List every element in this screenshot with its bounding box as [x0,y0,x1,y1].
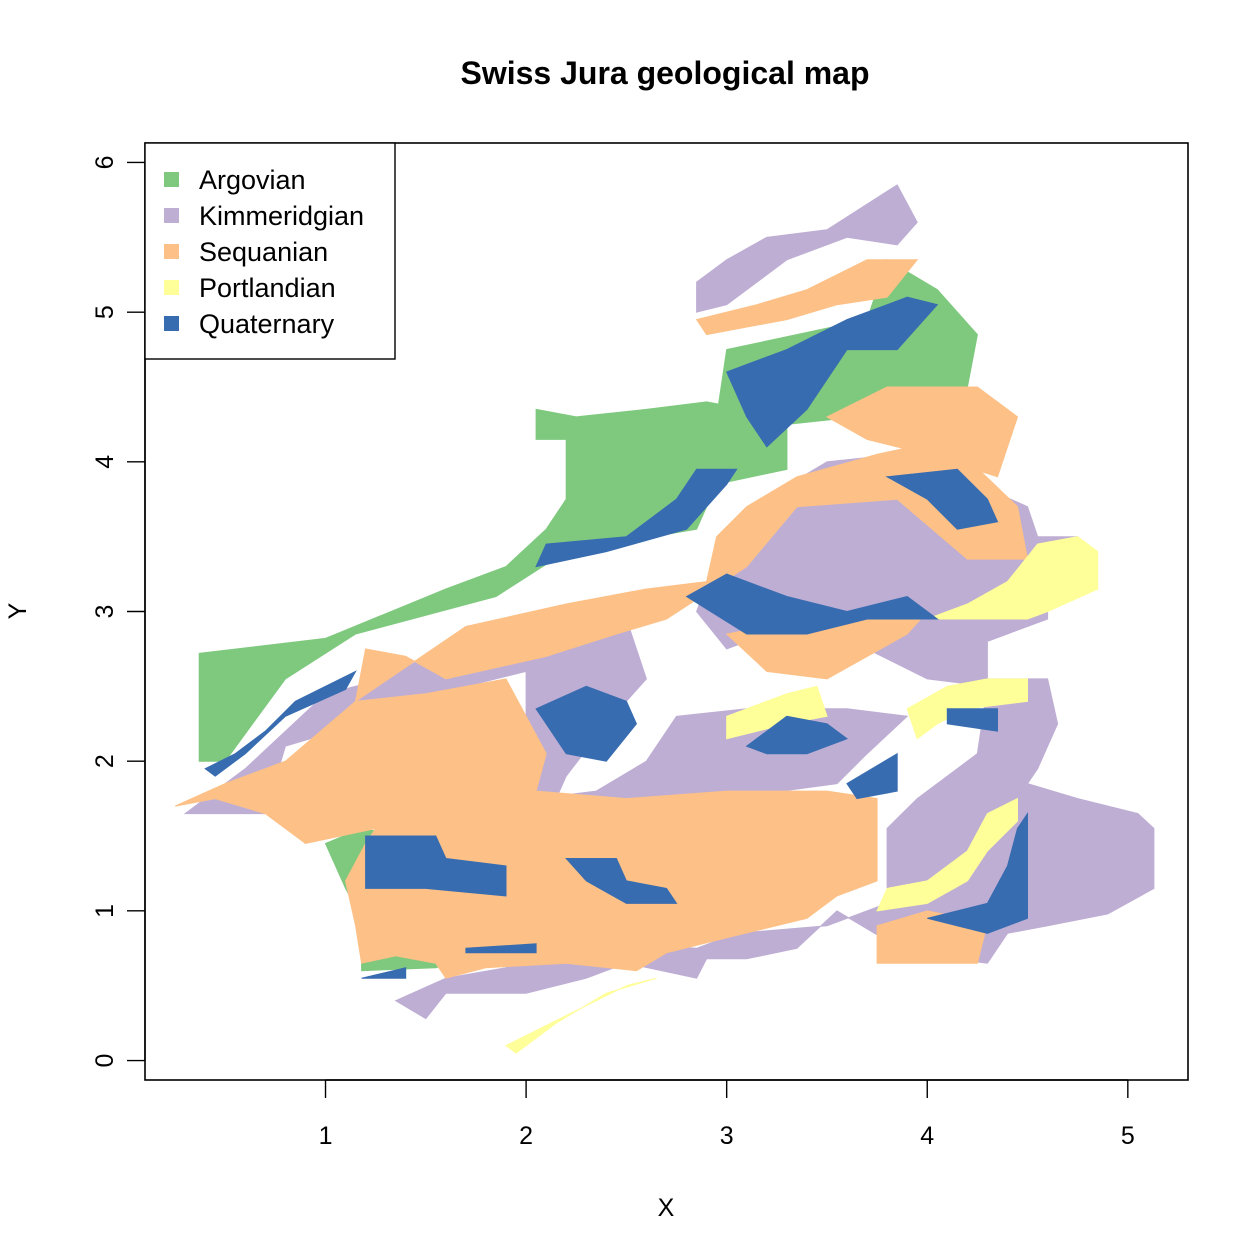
region-quaternary-11 [565,858,678,904]
x-axis: 1 2 3 4 5 [319,1079,1135,1150]
region-quaternary-2 [726,296,939,448]
legend-box [144,142,396,360]
y-tick-label: 5 [91,305,119,319]
region-quaternary-13 [465,943,537,954]
legend-swatch-sequanian [164,244,179,259]
map-regions [174,184,1155,1054]
region-quaternary-8 [885,468,999,530]
x-tick-label: 3 [720,1122,734,1150]
region-sequanian-4 [695,259,919,336]
region-quaternary-5 [745,715,849,755]
region-quaternary-12 [361,967,407,979]
legend-label-quaternary: Quaternary [199,309,335,339]
y-tick-label: 2 [91,754,119,768]
x-tick-label: 2 [519,1122,533,1150]
y-axis: 0 1 2 3 4 5 6 [91,156,146,1068]
legend: Argovian Kimmeridgian Sequanian Portlandian… [144,142,396,360]
region-quaternary-6 [846,752,898,800]
y-axis-label: Y [4,602,32,619]
legend-label-sequanian: Sequanian [199,237,328,267]
region-quaternary-3 [685,573,939,635]
legend-swatch-portlandian [164,280,179,295]
region-portlandian-2 [726,685,828,740]
region-quaternary-7 [946,708,998,732]
region-argovian-1 [198,401,788,762]
x-axis-label: X [658,1194,675,1222]
region-quaternary-14 [204,670,357,777]
legend-swatch-argovian [164,172,179,187]
legend-swatch-kimmeridgian [164,208,179,223]
region-sequanian-5 [825,386,1019,478]
legend-label-kimmeridgian: Kimmeridgian [199,201,364,231]
region-kimmeridgian-3 [696,184,918,313]
legend-label-portlandian: Portlandian [199,273,336,303]
y-tick-label: 6 [91,156,119,170]
x-tick-label: 5 [1121,1122,1135,1150]
y-tick-label: 4 [91,455,119,469]
region-portlandian-5 [505,977,657,1054]
map-title: Swiss Jura geological map [460,55,869,91]
y-tick-label: 0 [91,1054,119,1068]
y-tick-label: 3 [91,605,119,619]
y-tick-label: 1 [91,904,119,918]
legend-swatch-quaternary [164,316,179,331]
legend-label-argovian: Argovian [199,165,306,195]
region-quaternary-9 [927,811,1028,934]
region-quaternary-10 [365,835,507,897]
region-portlandian-4 [876,797,1018,912]
x-tick-label: 4 [920,1122,934,1150]
region-quaternary-4 [535,685,637,762]
region-sequanian-1 [174,678,878,979]
region-quaternary-1 [535,468,738,568]
x-tick-label: 1 [319,1122,333,1150]
region-portlandian-1 [927,536,1099,620]
